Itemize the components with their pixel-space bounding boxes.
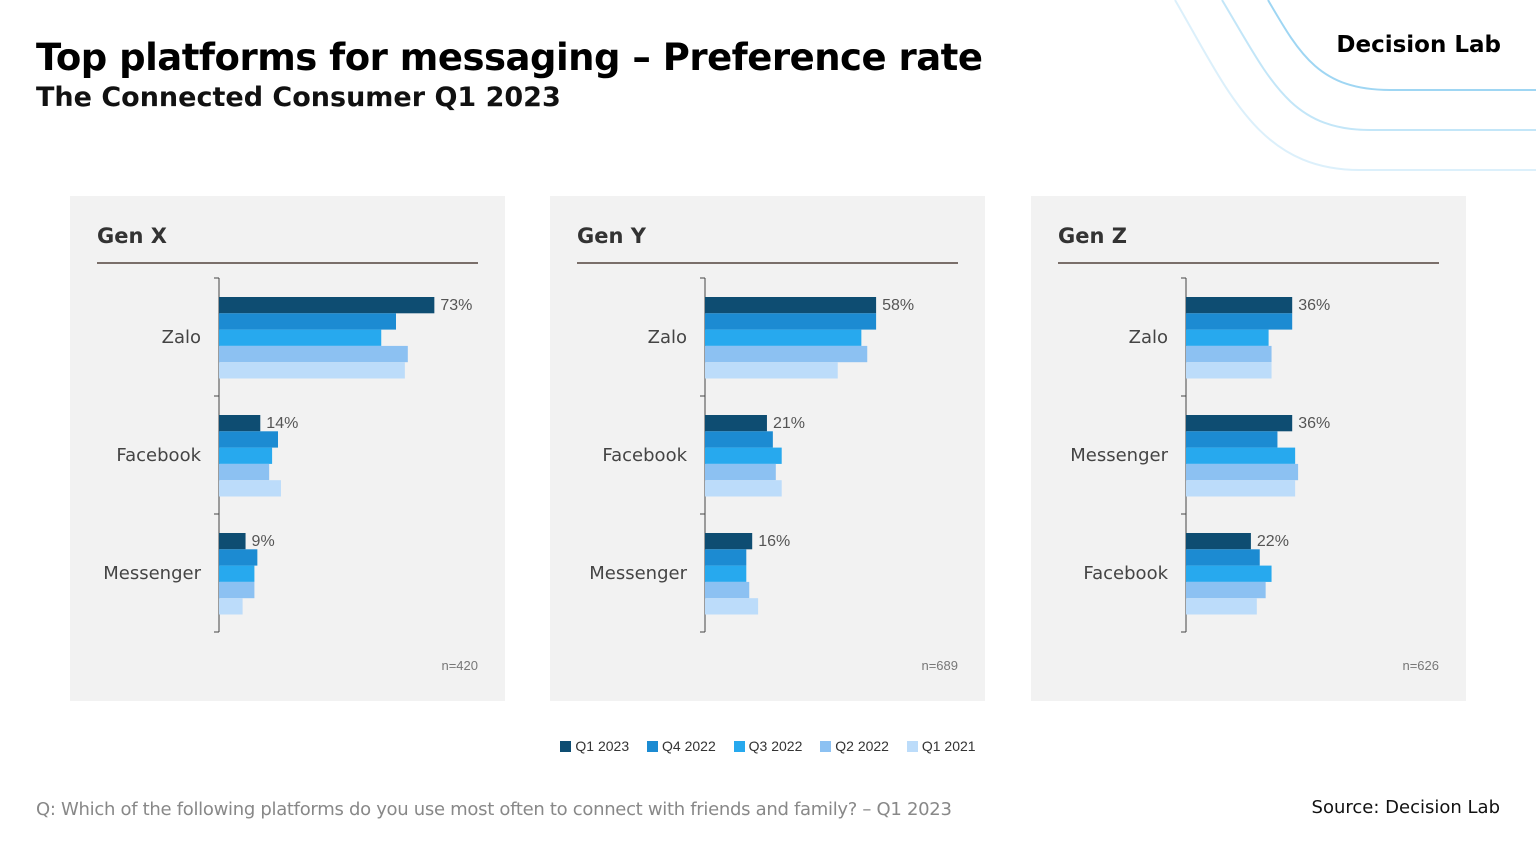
bar [219, 533, 246, 550]
legend-swatch [647, 740, 659, 752]
chart-legend: Q1 2023 Q4 2022 Q3 2022 Q2 2022 Q1 2021 [0, 738, 1536, 755]
survey-question: Q: Which of the following platforms do y… [36, 799, 952, 820]
sample-size-label: n=420 [441, 658, 478, 673]
title-divider [97, 262, 478, 264]
chart-panel-gen-z: Gen Z 36% Zalo 36% Messenger 22% Facebook n=6… [1031, 196, 1466, 701]
page-title: Top platforms for messaging – Preference… [36, 36, 983, 79]
bar [1186, 565, 1272, 582]
bar [1186, 480, 1296, 497]
legend-label: Q1 2021 [921, 738, 976, 754]
category-label: Messenger [103, 563, 201, 584]
bar [705, 447, 782, 464]
bar [219, 362, 405, 379]
bar [219, 480, 281, 497]
bar [705, 533, 753, 550]
bar [1186, 345, 1272, 363]
data-label: 16% [758, 533, 790, 550]
legend-label: Q4 2022 [662, 738, 716, 754]
bar [705, 565, 747, 582]
bar [219, 598, 243, 615]
bar [705, 415, 767, 432]
legend-item: Q3 2022 [733, 738, 803, 754]
brand-logo: Decision Lab [1336, 32, 1501, 58]
data-label: 22% [1257, 533, 1289, 550]
bar-chart-gen-y: 58% Zalo 21% Facebook 16% Messenger [589, 277, 914, 633]
chart-title: Gen Y [577, 224, 646, 248]
bar [705, 345, 868, 363]
bar [705, 480, 782, 497]
bar [1186, 415, 1293, 432]
data-label: 21% [773, 415, 805, 432]
data-label: 14% [266, 415, 298, 432]
legend-swatch [820, 740, 832, 752]
bar-chart-gen-x: 73% Zalo 14% Facebook 9% Messenger [103, 277, 472, 633]
legend-item: Q1 2023 [560, 738, 629, 754]
bar [705, 581, 750, 599]
data-label: 9% [252, 533, 275, 550]
legend-label: Q1 2023 [575, 738, 630, 754]
chart-panel-gen-x: Gen X 73% Zalo 14% Facebook 9% Messenger n=42… [70, 196, 505, 701]
category-label: Zalo [648, 327, 687, 348]
bar [219, 431, 278, 448]
bar [705, 431, 773, 448]
data-label: 58% [882, 297, 914, 314]
bar [1186, 598, 1257, 615]
bar [705, 313, 877, 330]
data-label: 36% [1298, 297, 1330, 314]
chart-title: Gen Z [1058, 224, 1127, 248]
bar [1186, 533, 1251, 550]
chart-panel-gen-y: Gen Y 58% Zalo 21% Facebook 16% Messenger n=6… [550, 196, 985, 701]
legend-swatch [560, 740, 572, 752]
source-note: Source: Decision Lab [1311, 797, 1500, 818]
data-label: 36% [1298, 415, 1330, 432]
bar-chart-gen-z: 36% Zalo 36% Messenger 22% Facebook [1070, 277, 1330, 633]
bar [1186, 549, 1260, 566]
bar [705, 362, 838, 379]
category-label: Messenger [1070, 445, 1168, 466]
bar [219, 313, 396, 330]
legend-swatch [906, 740, 918, 752]
sample-size-label: n=689 [921, 658, 958, 673]
category-label: Facebook [116, 445, 201, 466]
bar [705, 598, 759, 615]
bar [219, 297, 435, 314]
data-label: 73% [440, 297, 472, 314]
legend-item: Q1 2021 [906, 738, 976, 754]
bar [1186, 447, 1296, 464]
legend-label: Q3 2022 [748, 738, 803, 754]
bar [1186, 329, 1269, 346]
bar [219, 345, 408, 363]
category-label: Messenger [589, 563, 687, 584]
bar [1186, 313, 1293, 330]
bar [1186, 362, 1272, 379]
bar [705, 549, 747, 566]
bar [219, 463, 270, 481]
sample-size-label: n=626 [1402, 658, 1439, 673]
category-label: Zalo [162, 327, 201, 348]
bar [219, 447, 273, 464]
category-label: Zalo [1129, 327, 1168, 348]
bar [219, 415, 261, 432]
bar [1186, 297, 1293, 314]
bar [1186, 581, 1266, 599]
legend-item: Q2 2022 [820, 738, 889, 754]
bar [219, 549, 258, 566]
bar [219, 329, 382, 346]
title-divider [1058, 262, 1439, 264]
title-divider [577, 262, 958, 264]
bar [705, 297, 877, 314]
category-label: Facebook [1083, 563, 1168, 584]
legend-label: Q2 2022 [835, 738, 889, 754]
legend-swatch [733, 740, 745, 752]
page-subtitle: The Connected Consumer Q1 2023 [36, 82, 561, 113]
bar [705, 463, 776, 481]
bar [219, 581, 255, 599]
bar [219, 565, 255, 582]
chart-title: Gen X [97, 224, 167, 248]
bar [705, 329, 862, 346]
bar [1186, 463, 1299, 481]
legend-item: Q4 2022 [647, 738, 716, 754]
bar [1186, 431, 1278, 448]
category-label: Facebook [602, 445, 687, 466]
